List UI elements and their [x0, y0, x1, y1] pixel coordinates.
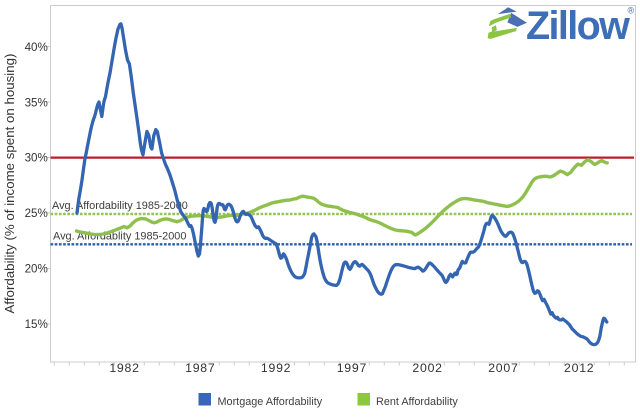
svg-text:1997: 1997 — [337, 361, 367, 375]
svg-text:Zillow: Zillow — [526, 4, 630, 48]
svg-text:®: ® — [628, 6, 635, 16]
svg-text:1982: 1982 — [109, 361, 139, 375]
svg-text:20%: 20% — [25, 263, 48, 276]
svg-text:1987: 1987 — [185, 361, 215, 375]
svg-text:Affordability (% of income spe: Affordability (% of income spent on hous… — [2, 54, 17, 314]
svg-text:Rent Affordability: Rent Affordability — [376, 396, 458, 408]
svg-text:40%: 40% — [25, 41, 48, 54]
svg-text:2007: 2007 — [488, 361, 518, 375]
svg-text:Avg. Affordability 1985-2000: Avg. Affordability 1985-2000 — [52, 200, 188, 212]
svg-text:2012: 2012 — [564, 361, 594, 375]
svg-text:25%: 25% — [25, 207, 48, 220]
svg-text:30%: 30% — [25, 152, 48, 165]
svg-text:Avg. Affordablity 1985-2000: Avg. Affordablity 1985-2000 — [53, 231, 186, 243]
svg-text:35%: 35% — [25, 96, 48, 109]
svg-text:15%: 15% — [25, 318, 48, 331]
svg-text:1992: 1992 — [261, 361, 291, 375]
svg-text:2002: 2002 — [412, 361, 442, 375]
svg-text:Mortgage Affordability: Mortgage Affordability — [218, 396, 323, 408]
